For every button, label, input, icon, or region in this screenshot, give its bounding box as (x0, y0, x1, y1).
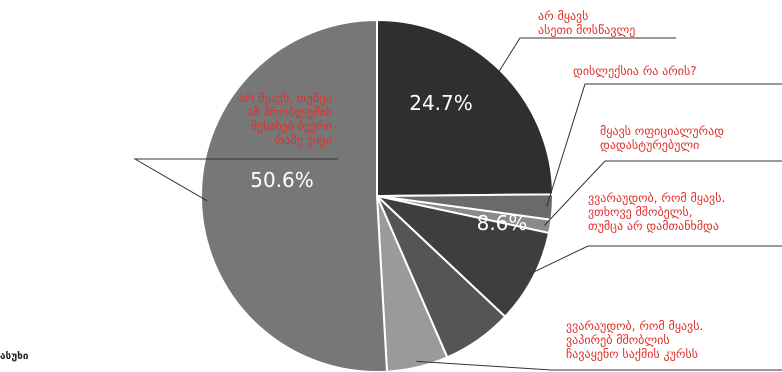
leader-line-2 (544, 160, 782, 226)
callout-line-5-0: ვვარაუდობ, რომ მყავს. (566, 319, 703, 333)
callout-line-6-1: ამ პრობლემის (247, 105, 332, 119)
callout-line-2-0: მყავს ოფიციალურად (600, 124, 724, 138)
callout-line-5-1: ვაპირებ მშობლის (566, 333, 670, 347)
percent-label-6: 50.6% (250, 168, 314, 192)
callout-line-6-2: შესახებ ბევრი (251, 119, 332, 133)
callout-line-5-2: ჩავაყენო საქმის კურსს (566, 347, 698, 361)
pie-slice-0 (376, 18, 555, 198)
leader-lines (133, 37, 782, 371)
callout-line-3-0: ვვარაუდობ, რომ მყავს. (588, 191, 725, 205)
callout-line-0-0: არ მყავს (538, 9, 588, 23)
leader-line-6 (133, 158, 338, 202)
callout-line-6-0: არ მყავს, თუმცა (239, 91, 332, 105)
callout-line-3-1: ვთხოვე მშობელს, (588, 205, 693, 219)
percent-labels: 24.7% 8.6% 50.6% (250, 91, 527, 235)
leader-line-0 (496, 37, 676, 76)
callout-line-6-3: რამე ვიცი (275, 133, 332, 147)
pie-slices (199, 18, 555, 372)
footnote-text: ასუხი (0, 350, 29, 362)
leader-line-3 (527, 245, 782, 276)
callout-line-0-1: ასეთი მოსწავლე (538, 23, 635, 37)
callout-3: ვვარაუდობ, რომ მყავს.ვთხოვე მშობელს,თუმც… (588, 191, 725, 233)
callout-1: დისლექსია რა არის? (573, 64, 697, 78)
callout-line-3-2: თუმცა არ დამთანხმდა (588, 219, 719, 233)
callout-line-1-0: დისლექსია რა არის? (573, 64, 697, 78)
pie-slice-3 (373, 194, 551, 319)
pie-slice-6 (199, 18, 389, 372)
callout-line-2-1: დადასტურებული (600, 138, 699, 152)
callout-5: ვვარაუდობ, რომ მყავს.ვაპირებ მშობლისჩავა… (566, 319, 703, 361)
leader-line-5 (416, 360, 782, 371)
leader-line-1 (546, 83, 782, 207)
percent-label-3: 8.6% (477, 211, 528, 235)
percent-label-0: 24.7% (409, 91, 473, 115)
